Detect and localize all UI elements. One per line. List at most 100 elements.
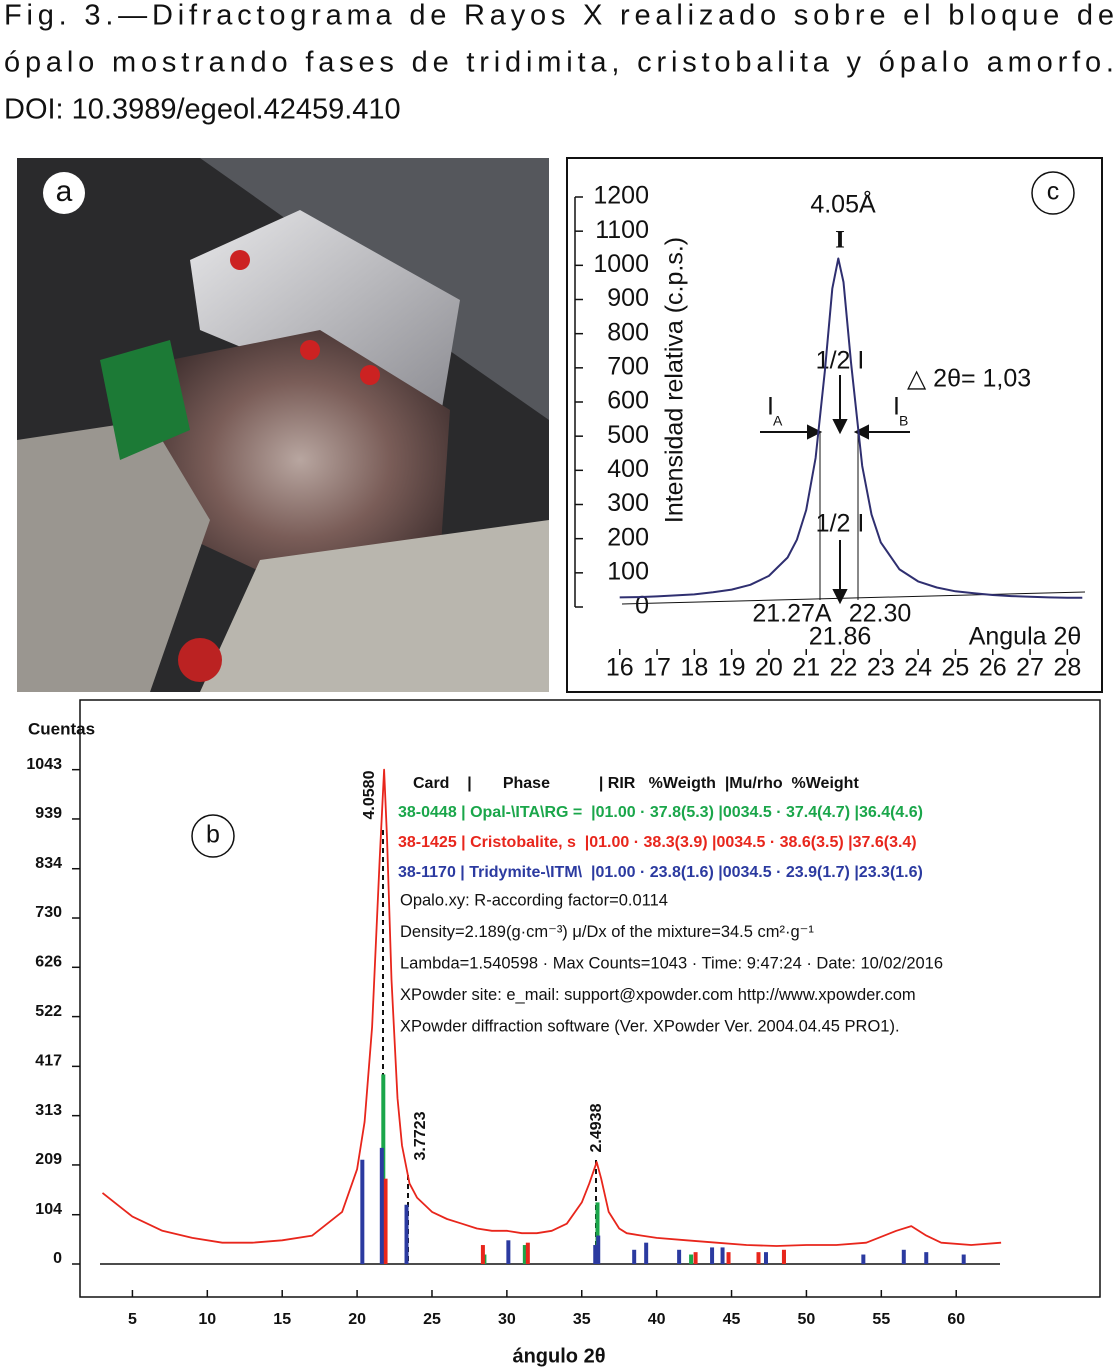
x-tick-label: 23	[867, 654, 895, 682]
panel-label: b	[206, 821, 220, 849]
stick	[632, 1249, 637, 1264]
annotation: I	[835, 227, 845, 254]
x-tick-label: 40	[648, 1311, 666, 1328]
x-tick-label: 45	[723, 1311, 741, 1328]
arrow-head	[853, 424, 869, 440]
x-tick-label: 19	[718, 654, 746, 682]
y-tick-label: 730	[35, 904, 62, 921]
y-tick-label: 626	[35, 954, 62, 971]
photo-shape	[200, 520, 549, 692]
stick	[596, 1235, 601, 1264]
stick	[360, 1159, 365, 1264]
x-tick-label: 35	[573, 1311, 591, 1328]
x-tick-label: 55	[872, 1311, 890, 1328]
y-tick-label: 834	[35, 855, 62, 872]
x-tick-label: 50	[798, 1311, 816, 1328]
x-tick-label: 5	[128, 1311, 137, 1328]
y-tick-label: 522	[35, 1003, 62, 1020]
stick	[383, 1178, 388, 1264]
photo-shape	[360, 365, 380, 385]
y-tick-label: 209	[35, 1151, 62, 1168]
y-tick-label: 100	[607, 557, 649, 585]
y-tick-label: 939	[35, 805, 62, 822]
y-tick-label: 800	[607, 318, 649, 346]
y-tick-label: 0	[635, 592, 649, 620]
stick	[506, 1240, 511, 1264]
arrow-head	[832, 419, 848, 435]
x-tick-label: 21	[792, 654, 820, 682]
annotation: B	[899, 413, 908, 429]
x-axis-label: ángulo 2θ	[512, 1345, 605, 1367]
stick	[593, 1245, 598, 1264]
stick	[480, 1245, 485, 1264]
table-header: Card | Phase | RIR %Weigth |Mu/rho %Weig…	[413, 775, 859, 792]
photo-shape	[178, 638, 222, 682]
photo: a	[17, 158, 549, 692]
y-tick-label: 300	[607, 489, 649, 517]
panel-label-circle	[1031, 171, 1075, 215]
caption-line: ópalo mostrando fases de tridimita, cris…	[4, 47, 1114, 79]
annotation: 21.86	[809, 623, 872, 651]
peak-label: 3.7723	[412, 1111, 429, 1160]
x-tick-label: 20	[755, 654, 783, 682]
y-tick-label: 700	[607, 352, 649, 380]
photo-shape	[100, 340, 190, 460]
info-line: XPowder site: e_mail: support@xpowder.co…	[400, 986, 916, 1004]
peak-label: 4.0580	[361, 770, 378, 819]
photo-shape	[230, 250, 250, 270]
stick	[525, 1242, 530, 1264]
x-tick-label: 24	[904, 654, 932, 682]
y-tick-label: 600	[607, 387, 649, 415]
info-line: XPowder diffraction software (Ver. XPowd…	[400, 1017, 900, 1035]
stick	[677, 1249, 682, 1264]
caption-line: DOI: 10.3989/egeol.42459.410	[4, 94, 401, 126]
panel-label-circle	[191, 814, 235, 858]
y-tick-label: 0	[53, 1250, 62, 1267]
arrow-head	[807, 424, 823, 440]
annotation: 1/2 I	[816, 347, 865, 375]
annotation: I	[893, 393, 900, 421]
peak-label: 2.4938	[588, 1103, 605, 1152]
y-tick-label: 104	[35, 1201, 62, 1218]
x-tick-label: 60	[947, 1311, 965, 1328]
panel-label: a	[56, 175, 73, 208]
photo-shape	[300, 340, 320, 360]
stick	[644, 1242, 649, 1264]
y-tick-label: 1100	[595, 216, 649, 244]
y-tick-label: 1043	[26, 756, 62, 773]
stick	[689, 1254, 694, 1264]
x-tick-label: 26	[979, 654, 1007, 682]
x-axis-label: Angula 2θ	[969, 623, 1082, 651]
y-axis-label: Cuentas	[28, 719, 95, 738]
arrows	[621, 375, 1086, 605]
stick	[710, 1247, 715, 1264]
annotation: 21.27A	[752, 600, 832, 628]
x-tick-label: 30	[498, 1311, 516, 1328]
photo-shape	[150, 330, 450, 590]
panel-label-circle	[43, 172, 85, 214]
stick	[693, 1252, 698, 1264]
panel-label: c	[1047, 178, 1060, 206]
y-tick-label: 400	[607, 455, 649, 483]
stick	[720, 1247, 725, 1264]
y-tick-label: 1200	[593, 182, 649, 210]
y-tick-label: 200	[607, 523, 649, 551]
panel-frame	[79, 699, 1101, 1298]
y-tick-label: 417	[35, 1053, 62, 1070]
legend-entry: 38-0448 | Opal-\ITA\RG = |01.00 · 37.8(5…	[398, 804, 923, 821]
x-tick-label: 27	[1016, 654, 1044, 682]
annotation: 22.30	[849, 600, 912, 628]
photo-shape	[190, 210, 460, 420]
stick	[781, 1249, 786, 1264]
x-tick-label: 28	[1053, 654, 1081, 682]
annotation: 4.05Å	[810, 189, 876, 219]
annotation: 1/2 I	[816, 510, 865, 538]
annotation: △ 2θ= 1,03	[907, 365, 1031, 393]
x-tick-label: 15	[273, 1311, 291, 1328]
stick	[924, 1252, 929, 1264]
annotation: A	[773, 413, 783, 429]
x-tick-label: 25	[423, 1311, 441, 1328]
stick	[522, 1245, 527, 1264]
stick	[961, 1254, 966, 1264]
